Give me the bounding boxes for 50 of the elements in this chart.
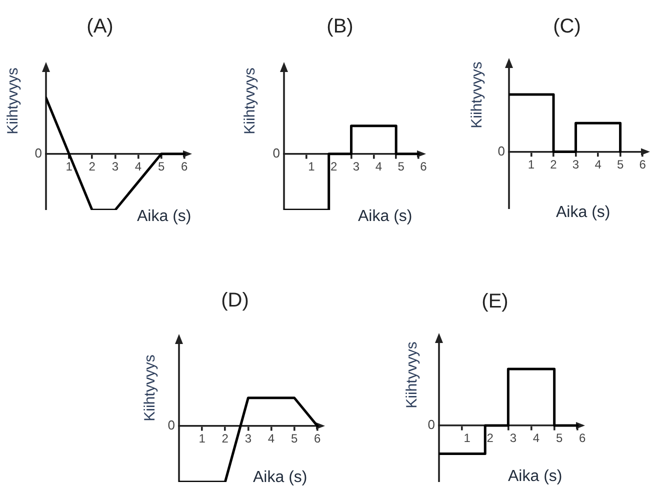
- x-tick-label: 4: [375, 159, 382, 174]
- chart-title: (B): [326, 16, 354, 38]
- x-tick-label: 4: [134, 159, 142, 174]
- chart-title: (A): [86, 16, 114, 38]
- x-tick-label: 2: [486, 431, 494, 446]
- text: 0: [428, 417, 435, 432]
- x-axis-title: Aika (s): [137, 208, 192, 226]
- chart-title: (C): [553, 16, 581, 38]
- x-tick-label: 5: [556, 431, 563, 446]
- x-axis-title: Aika (s): [358, 208, 412, 226]
- x-tick-label: 5: [158, 159, 165, 174]
- y-axis-title: Kiihtyvyys: [142, 354, 158, 422]
- x-tick-label: 3: [244, 431, 252, 446]
- x-tick-label: 6: [579, 431, 586, 446]
- x-axis-title: Aika (s): [508, 468, 562, 486]
- x-axis-title: Aika (s): [556, 204, 610, 222]
- x-tick-label: 5: [290, 431, 298, 446]
- x-tick-label: 3: [510, 431, 517, 446]
- x-tick-label: 3: [352, 159, 360, 174]
- x-tick-label: 1: [464, 431, 471, 446]
- x-tick-label: 2: [330, 159, 338, 174]
- x-tick-label: 2: [550, 157, 558, 172]
- y-axis-title: Kiihtyvyys: [468, 62, 486, 128]
- x-tick-label: 3: [572, 157, 580, 172]
- y-axis-title: Kiihtyvyys: [4, 68, 22, 134]
- x-tick-label: 6: [420, 159, 428, 174]
- chart-title: (E): [482, 290, 508, 314]
- x-tick-label: 5: [398, 159, 405, 174]
- chart-title: (D): [221, 290, 249, 312]
- text: 0: [34, 146, 42, 160]
- x-tick-label: 1: [66, 159, 73, 174]
- x-tick-label: 4: [268, 431, 275, 446]
- text: 0: [498, 143, 505, 158]
- x-tick-label: 4: [532, 431, 540, 446]
- x-tick-label: 6: [314, 431, 322, 446]
- y-axis-title: Kiihtyvyys: [404, 342, 420, 408]
- x-tick-label: 4: [594, 157, 602, 172]
- x-tick-label: 5: [616, 157, 624, 172]
- x-axis-title: Aika (s): [253, 469, 308, 486]
- y-axis-title: Kiihtyvyys: [242, 68, 258, 134]
- x-tick-label: 3: [112, 159, 119, 174]
- x-tick-label: 6: [181, 159, 188, 174]
- x-tick-label: 1: [528, 157, 535, 172]
- x-tick-label: 2: [222, 431, 229, 446]
- x-tick-label: 6: [639, 157, 646, 172]
- text: 0: [168, 418, 175, 432]
- text: 0: [272, 146, 280, 160]
- x-tick-label: 1: [198, 431, 206, 446]
- x-tick-label: 2: [88, 159, 96, 174]
- x-tick-label: 1: [308, 159, 316, 174]
